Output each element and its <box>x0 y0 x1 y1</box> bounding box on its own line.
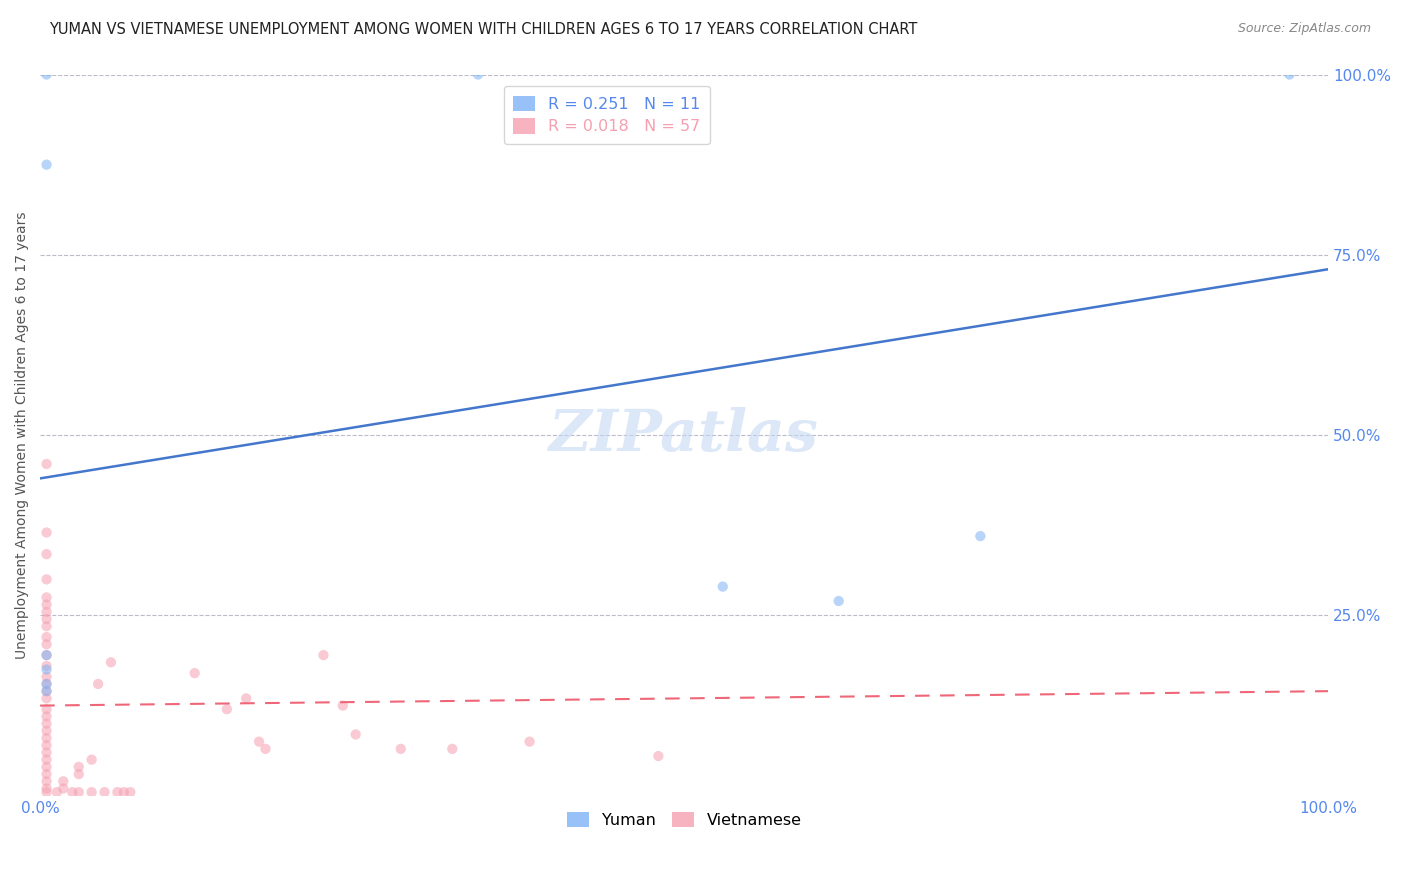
Point <box>711 580 734 594</box>
Point <box>35 158 58 172</box>
Point <box>35 630 58 644</box>
Point <box>35 591 58 605</box>
Point <box>647 749 669 764</box>
Point <box>254 742 277 756</box>
Point <box>35 746 58 760</box>
Point <box>35 68 58 82</box>
Point <box>35 677 58 691</box>
Point <box>35 547 58 561</box>
Point <box>35 738 58 752</box>
Point <box>35 785 58 799</box>
Point <box>80 785 103 799</box>
Point <box>312 648 335 662</box>
Point <box>112 785 135 799</box>
Point <box>35 605 58 619</box>
Point <box>35 659 58 673</box>
Point <box>52 774 75 789</box>
Point <box>35 457 58 471</box>
Y-axis label: Unemployment Among Women with Children Ages 6 to 17 years: Unemployment Among Women with Children A… <box>15 211 30 659</box>
Point <box>45 785 67 799</box>
Point <box>35 781 58 796</box>
Point <box>35 753 58 767</box>
Point <box>235 691 257 706</box>
Point <box>35 709 58 723</box>
Point <box>35 684 58 698</box>
Point <box>969 529 991 543</box>
Point <box>828 594 851 608</box>
Text: ZIPatlas: ZIPatlas <box>550 407 820 463</box>
Point <box>80 753 103 767</box>
Point <box>332 698 354 713</box>
Point <box>105 785 128 799</box>
Point <box>35 677 58 691</box>
Point <box>35 670 58 684</box>
Point <box>35 767 58 781</box>
Point <box>35 525 58 540</box>
Point <box>35 619 58 633</box>
Text: Source: ZipAtlas.com: Source: ZipAtlas.com <box>1237 22 1371 36</box>
Point <box>215 702 238 716</box>
Legend: Yuman, Vietnamese: Yuman, Vietnamese <box>560 805 808 835</box>
Point <box>120 785 142 799</box>
Point <box>344 727 367 741</box>
Point <box>60 785 83 799</box>
Point <box>35 731 58 745</box>
Point <box>35 573 58 587</box>
Point <box>35 663 58 677</box>
Point <box>35 648 58 662</box>
Point <box>1278 68 1301 82</box>
Point <box>35 684 58 698</box>
Point <box>35 691 58 706</box>
Point <box>247 734 270 748</box>
Text: YUMAN VS VIETNAMESE UNEMPLOYMENT AMONG WOMEN WITH CHILDREN AGES 6 TO 17 YEARS CO: YUMAN VS VIETNAMESE UNEMPLOYMENT AMONG W… <box>49 22 918 37</box>
Point <box>35 723 58 738</box>
Point <box>35 760 58 774</box>
Point <box>67 785 90 799</box>
Point <box>87 677 110 691</box>
Point <box>35 648 58 662</box>
Point <box>52 781 75 796</box>
Point <box>67 767 90 781</box>
Point <box>467 68 489 82</box>
Point <box>441 742 464 756</box>
Point <box>35 637 58 651</box>
Point <box>389 742 412 756</box>
Point <box>35 612 58 626</box>
Point <box>35 598 58 612</box>
Point <box>93 785 115 799</box>
Point <box>519 734 541 748</box>
Point <box>35 774 58 789</box>
Point <box>67 760 90 774</box>
Point <box>35 716 58 731</box>
Point <box>100 656 122 670</box>
Point <box>35 702 58 716</box>
Point <box>183 666 205 681</box>
